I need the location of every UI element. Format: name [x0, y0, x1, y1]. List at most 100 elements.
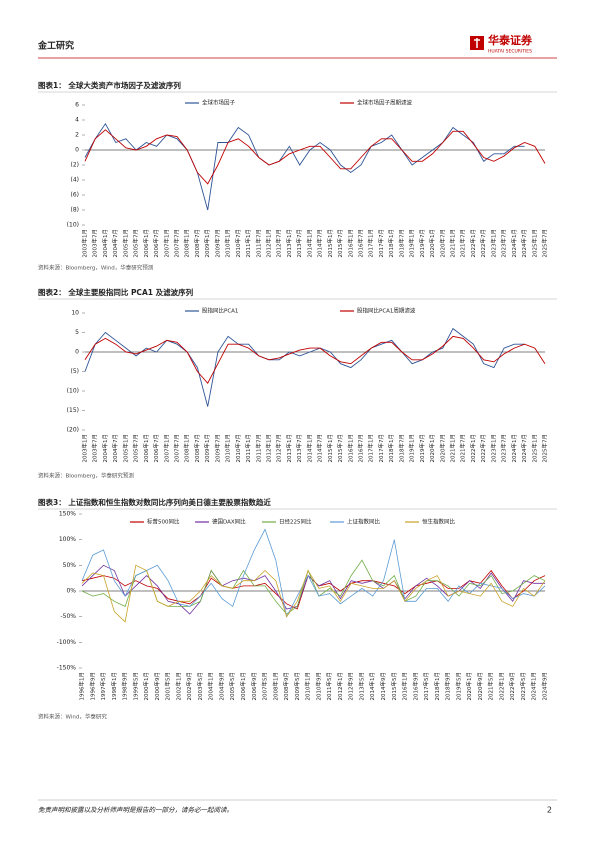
- x-tick-label: 2008年1月: [271, 672, 279, 701]
- x-tick-label: 2011年7月: [254, 434, 262, 463]
- x-tick-label: 2014年1月: [368, 672, 376, 701]
- x-tick-label: 2011年7月: [254, 229, 262, 258]
- x-tick-label: 2024年1月: [510, 434, 518, 463]
- y-tick-label: 150%: [59, 511, 76, 518]
- x-tick-label: 2005年7月: [132, 434, 140, 463]
- x-tick-label: 2023年7月: [500, 434, 508, 463]
- x-tick-label: 2011年5月: [325, 672, 333, 701]
- x-tick-label: 2025年7月: [541, 434, 549, 463]
- x-tick-label: 2025年7月: [541, 229, 549, 258]
- x-tick-label: 2016年7月: [357, 434, 365, 463]
- x-tick-label: 2024年9月: [541, 672, 549, 701]
- x-tick-label: 2024年7月: [520, 434, 528, 463]
- x-tick-label: 2022年1月: [497, 672, 505, 701]
- x-tick-label: 2008年7月: [193, 229, 201, 258]
- x-tick-label: 2021年7月: [459, 229, 467, 258]
- figure-source: 资料来源：Bloomberg，华泰研究预测: [38, 472, 134, 480]
- x-tick-label: 2003年1月: [81, 434, 89, 463]
- series-line: [84, 327, 525, 407]
- x-tick-label: 2003年7月: [91, 229, 99, 258]
- x-tick-label: 2002年9月: [185, 672, 193, 701]
- x-tick-label: 2017年1月: [367, 434, 375, 463]
- y-tick-label: 5: [75, 329, 79, 336]
- x-tick-label: 2018年7月: [397, 229, 405, 258]
- y-tick-label: 0: [75, 349, 79, 356]
- x-tick-label: 1998年9月: [121, 672, 129, 701]
- x-tick-label: 2003年7月: [91, 434, 99, 463]
- x-tick-label: 2023年1月: [489, 434, 497, 463]
- y-tick-label: -50%: [60, 613, 76, 620]
- x-tick-label: 2021年1月: [449, 434, 457, 463]
- x-tick-label: 2011年1月: [244, 434, 252, 463]
- page-number: 2: [547, 806, 552, 815]
- x-tick-label: 2014年9月: [379, 672, 387, 701]
- x-tick-label: 2018年1月: [387, 229, 395, 258]
- x-tick-label: 2013年1月: [285, 229, 293, 258]
- legend-label: 股指同比PCA1: [202, 307, 238, 315]
- x-tick-label: 2013年7月: [295, 434, 303, 463]
- x-tick-label: 2004年1月: [101, 434, 109, 463]
- x-tick-label: 2017年7月: [377, 229, 385, 258]
- x-tick-label: 1999年5月: [131, 672, 139, 701]
- x-tick-label: 2021年5月: [487, 672, 495, 701]
- x-tick-label: 2009年1月: [203, 434, 211, 463]
- logo-text: 华泰证券: [488, 33, 533, 47]
- x-tick-label: 2016年7月: [357, 229, 365, 258]
- y-tick-label: 2: [75, 132, 79, 139]
- logo-en: HUATAI SECURITIES: [488, 49, 532, 55]
- x-tick-label: 2019年1月: [408, 434, 416, 463]
- x-tick-label: 2005年7月: [132, 229, 140, 258]
- x-tick-label: 2003年1月: [81, 229, 89, 258]
- x-tick-label: 2004年1月: [207, 672, 215, 701]
- legend-label: 股指同比PCA1周期滤波: [357, 307, 416, 315]
- x-tick-label: 1997年5月: [99, 672, 107, 701]
- x-tick-label: 2022年9月: [508, 672, 516, 701]
- x-tick-label: 2012年1月: [265, 434, 273, 463]
- x-tick-label: 2004年1月: [101, 229, 109, 258]
- x-tick-label: 2004年7月: [111, 434, 119, 463]
- y-tick-label: 10: [71, 310, 79, 317]
- x-tick-label: 2018年9月: [444, 672, 452, 701]
- x-tick-label: 2006年7月: [152, 229, 160, 258]
- x-tick-label: 2013年1月: [285, 434, 293, 463]
- x-tick-label: 2020年7月: [438, 229, 446, 258]
- y-tick-label: (5): [71, 368, 80, 375]
- x-tick-label: 2007年5月: [261, 672, 269, 701]
- y-tick-label: 4: [75, 117, 79, 124]
- x-tick-label: 2005年1月: [121, 229, 129, 258]
- x-tick-label: 2014年1月: [305, 229, 313, 258]
- x-tick-label: 2006年1月: [239, 672, 247, 701]
- x-tick-label: 2017年5月: [422, 672, 430, 701]
- x-tick-label: 2023年1月: [489, 229, 497, 258]
- x-tick-label: 2024年1月: [530, 672, 538, 701]
- series-line: [81, 569, 546, 610]
- x-tick-label: 2014年1月: [305, 434, 313, 463]
- x-tick-label: 2015年7月: [336, 434, 344, 463]
- y-tick-label: -150%: [57, 665, 77, 672]
- x-tick-label: 2010年7月: [234, 434, 242, 463]
- x-tick-label: 2010年1月: [224, 434, 232, 463]
- series-line: [81, 528, 546, 618]
- legend-label: 恒生指数同比: [422, 518, 456, 526]
- series-line: [81, 564, 546, 623]
- x-tick-label: 2009年7月: [213, 229, 221, 258]
- x-tick-label: 2014年7月: [316, 229, 324, 258]
- x-tick-label: 2020年1月: [465, 672, 473, 701]
- x-tick-label: 2024年7月: [520, 229, 528, 258]
- x-tick-label: 2023年7月: [500, 229, 508, 258]
- legend-label: 全球市场因子周期滤波: [357, 99, 413, 107]
- x-tick-label: 2015年1月: [326, 229, 334, 258]
- x-tick-label: 2018年1月: [433, 672, 441, 701]
- x-tick-label: 2000年1月: [142, 672, 150, 701]
- x-tick-label: 1996年9月: [88, 672, 96, 701]
- disclaimer: 免责声明和披露以及分析师声明是报告的一部分，请务必一起阅读。: [38, 806, 233, 814]
- x-tick-label: 2010年7月: [234, 229, 242, 258]
- series-line: [84, 335, 546, 384]
- x-tick-label: 2016年1月: [346, 229, 354, 258]
- x-tick-label: 2015年1月: [326, 434, 334, 463]
- x-tick-label: 2025年1月: [530, 434, 538, 463]
- y-tick-label: (15): [67, 407, 79, 414]
- x-tick-label: 1998年1月: [110, 672, 118, 701]
- legend-label: 标普500同比: [147, 518, 180, 526]
- x-tick-label: 2007年1月: [162, 229, 170, 258]
